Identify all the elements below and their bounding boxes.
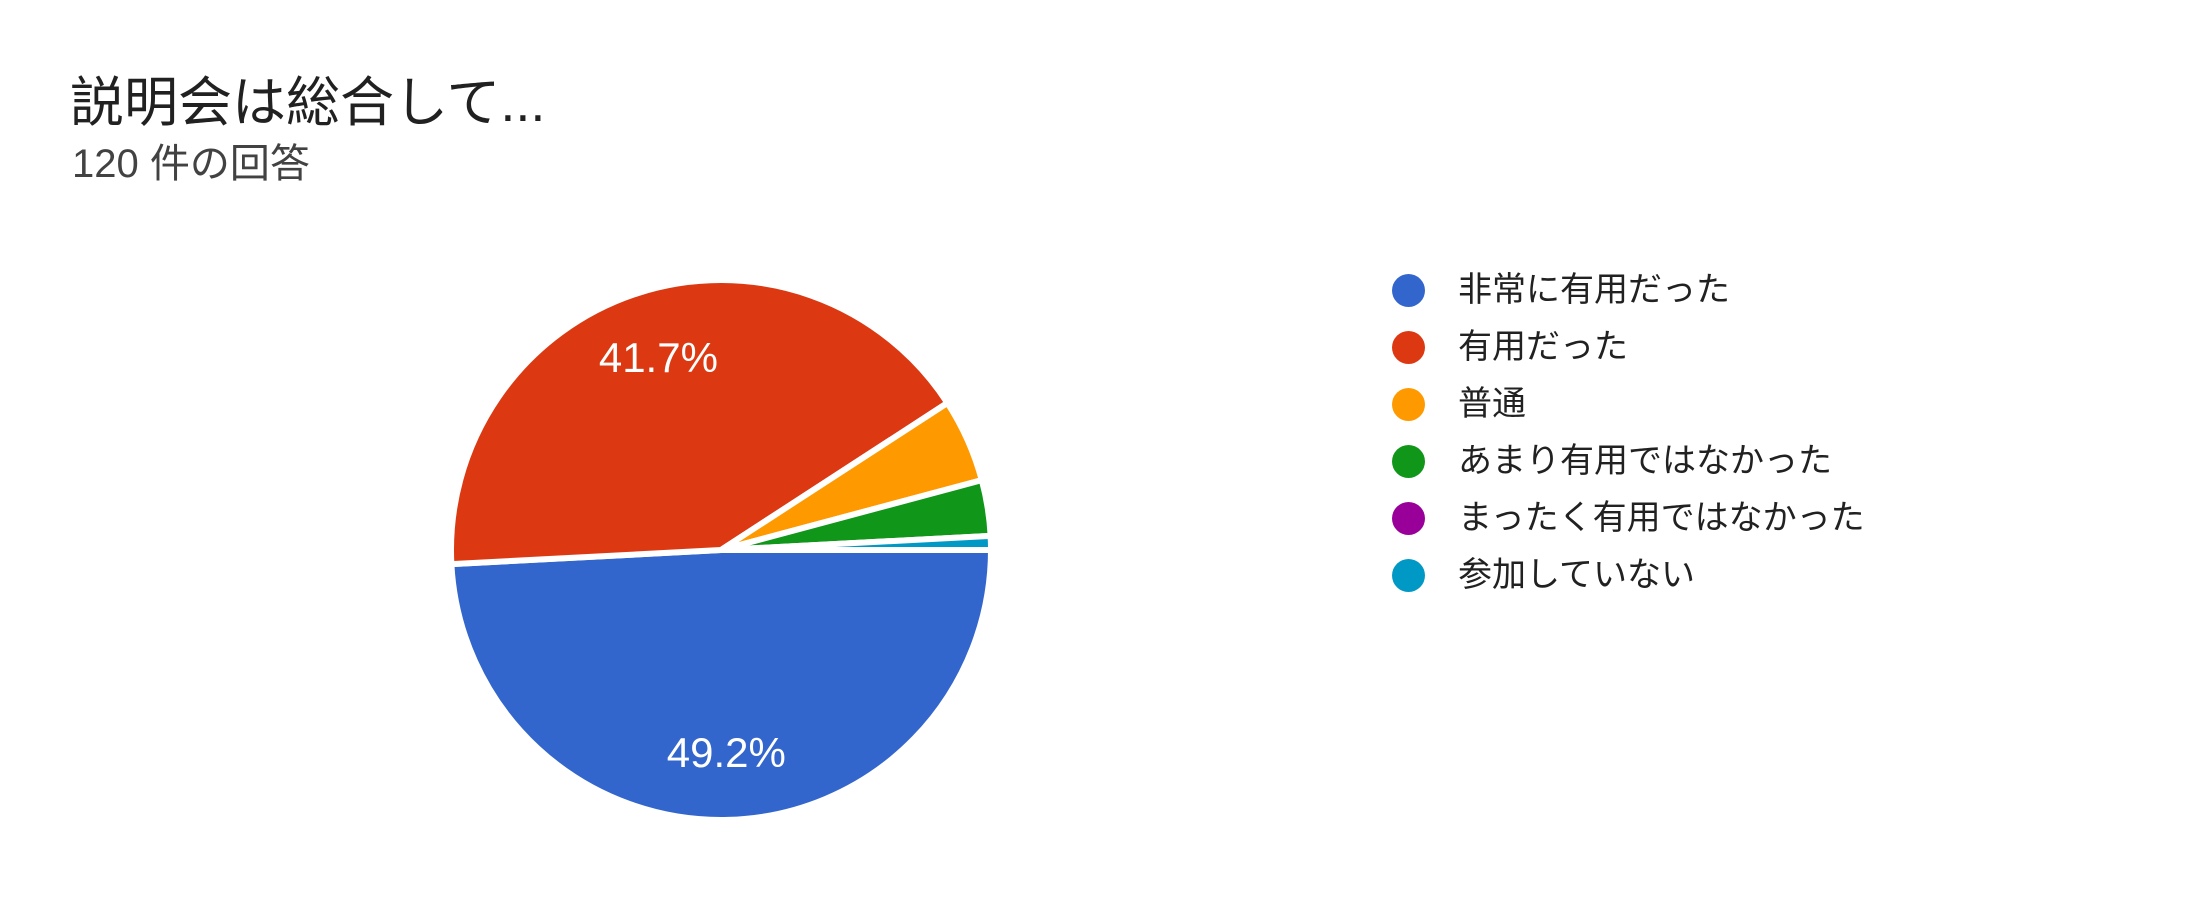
legend-color-dot-not-very-useful [1392, 444, 1425, 478]
legend-color-dot-very-useful [1392, 273, 1425, 307]
legend-label-useful: 有用だった [1458, 328, 1628, 366]
legend-item-useful: 有用だった [1392, 330, 1865, 364]
legend-label-not-at-all-useful: まったく有用ではなかった [1458, 499, 1865, 537]
slice-percent-label-useful: 41.7% [599, 334, 718, 381]
legend-color-dot-neutral [1392, 387, 1425, 421]
legend-item-neutral: 普通 [1392, 387, 1865, 421]
legend-color-dot-not-at-all-useful [1392, 501, 1425, 535]
response-count: 120 件の回答 [72, 142, 310, 186]
legend-label-did-not-attend: 参加していない [1458, 556, 1695, 594]
pie-slice-very-useful[interactable] [448, 547, 994, 823]
legend-color-dot-useful [1392, 330, 1425, 364]
legend-item-not-very-useful: あまり有用ではなかった [1392, 444, 1865, 478]
legend-color-dot-did-not-attend [1392, 558, 1425, 592]
legend-item-not-at-all-useful: まったく有用ではなかった [1392, 501, 1865, 535]
legend-label-not-very-useful: あまり有用ではなかった [1458, 442, 1832, 480]
legend-label-very-useful: 非常に有用だった [1458, 271, 1730, 309]
pie-chart: 49.2% 41.7% [448, 277, 994, 823]
chart-legend: 非常に有用だった 有用だった普通あまり有用ではなかった まったく有用ではなかった 参加… [1392, 273, 1865, 615]
question-title: 説明会は総合して... [70, 73, 546, 133]
legend-item-very-useful: 非常に有用だった [1392, 273, 1865, 307]
pie-slice-useful[interactable] [448, 277, 951, 568]
slice-percent-label-very-useful: 49.2% [667, 729, 786, 776]
legend-item-did-not-attend: 参加していない [1392, 558, 1865, 592]
pie-slice-did-not-attend[interactable] [718, 532, 994, 553]
legend-label-neutral: 普通 [1458, 385, 1526, 423]
